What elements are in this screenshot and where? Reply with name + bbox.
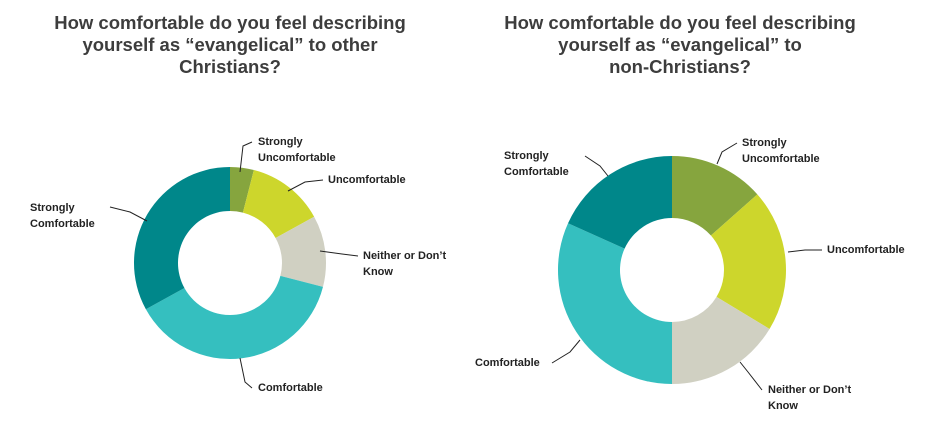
leader-line-strongly-uncomfortable xyxy=(239,141,253,173)
leader-line-comfortable xyxy=(551,339,581,364)
chart-1-title: How comfortable do you feel describing y… xyxy=(20,12,440,78)
leader-line-uncomfortable xyxy=(787,249,822,253)
label-line: Strongly xyxy=(258,136,303,148)
label-strongly-comfortable: Strongly Comfortable xyxy=(30,202,95,230)
label-line: Uncomfortable xyxy=(827,244,905,256)
label-uncomfortable: Uncomfortable xyxy=(328,174,406,186)
slice-strongly-uncomfortable xyxy=(230,167,254,213)
chart-2-title-line: non-Christians? xyxy=(609,56,751,77)
label-line: Neither or Don’t xyxy=(768,384,851,396)
label-line: Comfortable xyxy=(504,166,569,178)
slice-comfortable xyxy=(557,223,672,384)
label-strongly-uncomfortable: Strongly Uncomfortable xyxy=(742,137,820,165)
label-line: Know xyxy=(363,266,393,278)
slice-uncomfortable xyxy=(710,194,787,329)
label-neither-or-don-t-know: Neither or Don’t Know xyxy=(768,384,851,412)
chart-1-title-line: Christians? xyxy=(179,56,281,77)
label-line: Uncomfortable xyxy=(258,152,336,164)
donut-chart-1: Strongly Uncomfortable Uncomfortable Neithe… xyxy=(30,136,446,394)
label-line: Know xyxy=(768,400,798,412)
chart-2-title-line: How comfortable do you feel describing xyxy=(504,12,856,33)
chart-2-title-line: yourself as “evangelical” to xyxy=(558,34,802,55)
label-line: Uncomfortable xyxy=(328,174,406,186)
label-line: Comfortable xyxy=(475,357,540,369)
label-strongly-comfortable: Strongly Comfortable xyxy=(504,150,569,178)
label-neither-or-don-t-know: Neither or Don’t Know xyxy=(363,250,446,278)
leader-line-uncomfortable xyxy=(287,179,324,192)
donut-chart-2: Strongly Uncomfortable Uncomfortable Neithe… xyxy=(475,137,905,412)
label-uncomfortable: Uncomfortable xyxy=(827,244,905,256)
leader-line-strongly-comfortable xyxy=(109,206,148,222)
chart-1-title-line: How comfortable do you feel describing xyxy=(54,12,406,33)
slice-strongly-comfortable xyxy=(568,156,672,249)
leader-line-neither-or-don-t-know xyxy=(739,361,763,391)
label-line: Uncomfortable xyxy=(742,153,820,165)
leader-line-neither-or-don-t-know xyxy=(319,250,359,257)
slice-neither-or-don-t-know xyxy=(672,296,770,384)
leader-line-strongly-comfortable xyxy=(584,155,609,177)
label-line: Neither or Don’t xyxy=(363,250,446,262)
leader-line-strongly-uncomfortable xyxy=(716,142,738,165)
label-line: Comfortable xyxy=(30,218,95,230)
label-line: Strongly xyxy=(30,202,75,214)
slice-strongly-uncomfortable xyxy=(672,156,758,236)
slice-neither-or-don-t-know xyxy=(275,216,326,287)
chart-1-title-line: yourself as “evangelical” to other xyxy=(82,34,378,55)
label-comfortable: Comfortable xyxy=(475,357,540,369)
label-line: Strongly xyxy=(742,137,787,149)
slice-comfortable xyxy=(145,275,323,360)
leader-line-comfortable xyxy=(239,357,253,389)
label-line: Comfortable xyxy=(258,382,323,394)
slice-uncomfortable xyxy=(242,170,315,238)
label-strongly-uncomfortable: Strongly Uncomfortable xyxy=(258,136,336,164)
label-comfortable: Comfortable xyxy=(258,382,323,394)
slice-strongly-comfortable xyxy=(133,167,230,310)
chart-2-title: How comfortable do you feel describing y… xyxy=(470,12,890,78)
label-line: Strongly xyxy=(504,150,549,162)
